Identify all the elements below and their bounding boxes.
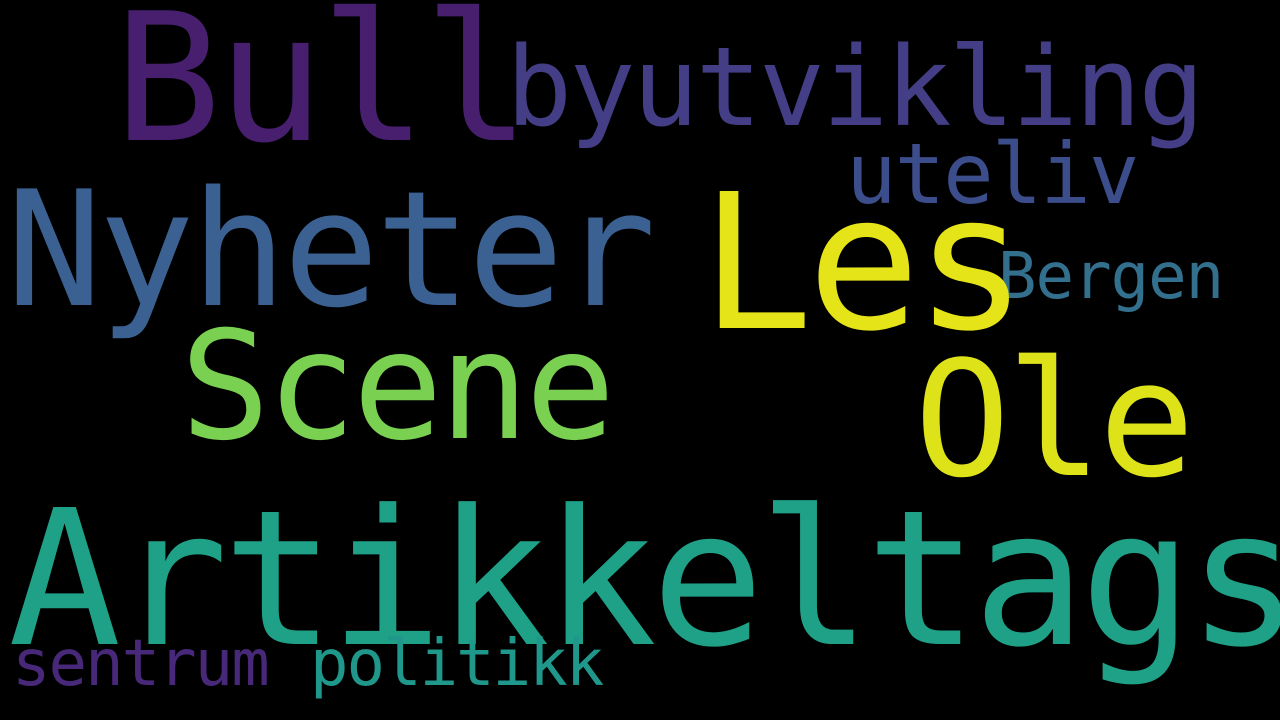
word-bergen: Bergen [998, 240, 1224, 314]
word-uteliv: uteliv [846, 125, 1139, 223]
word-les: Les [700, 154, 1028, 373]
word-sentrum: sentrum [12, 627, 270, 701]
word-byutvikling: byutvikling [506, 23, 1204, 151]
word-bull: Bull [114, 0, 531, 182]
word-nyheter: Nyheter [6, 156, 656, 343]
word-scene: Scene [180, 300, 616, 474]
word-artikkeltags: Artikkeltags [8, 470, 1280, 689]
word-politikk: politikk [310, 627, 604, 701]
word-ole: Ole [914, 326, 1195, 513]
